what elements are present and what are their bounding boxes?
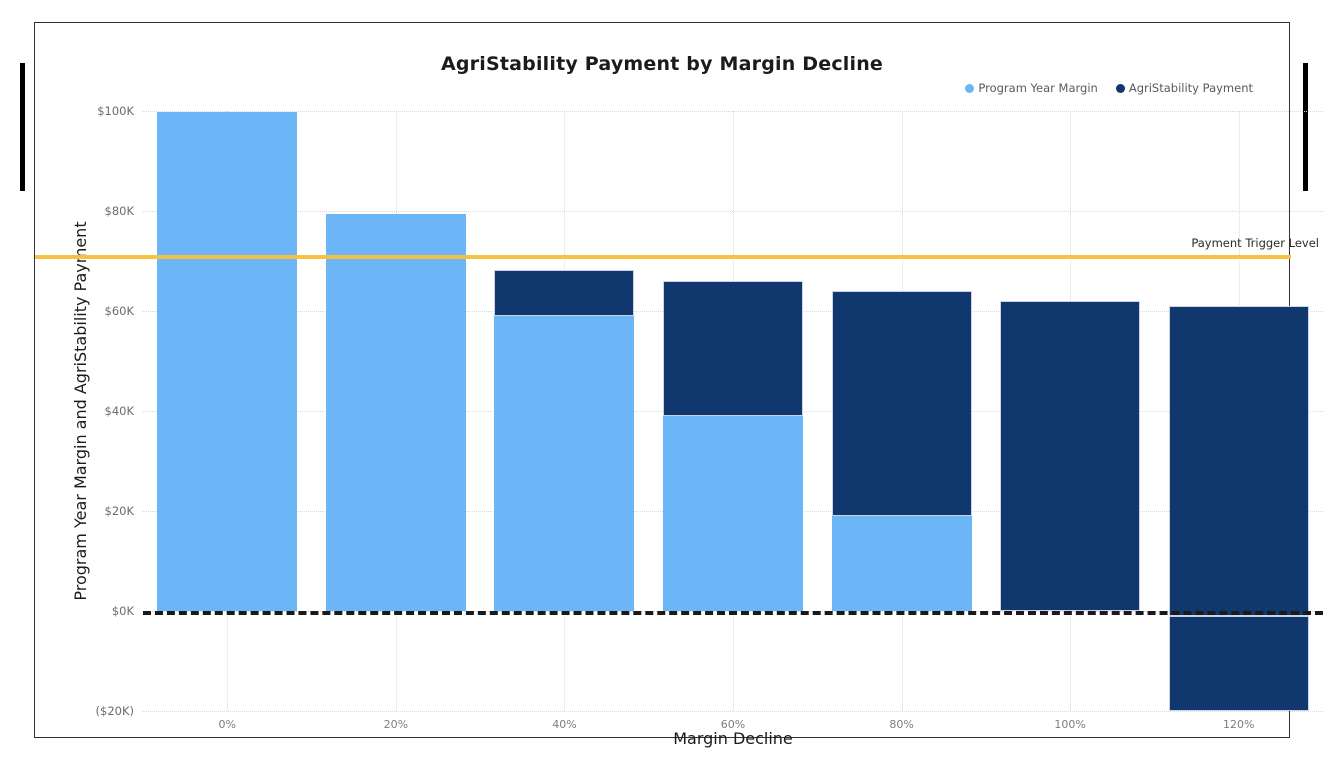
x-axis-tick-label: 20% — [383, 718, 409, 731]
y-axis-tick-label: $100K — [97, 104, 134, 118]
x-axis-tick-label: 100% — [1054, 718, 1086, 731]
y-axis-tick-label: $60K — [104, 304, 135, 318]
legend-item-program-year-margin[interactable]: Program Year Margin — [965, 81, 1098, 95]
legend-label-margin: Program Year Margin — [978, 81, 1098, 95]
y-axis-tick-label: $80K — [104, 204, 135, 218]
legend-swatch-margin — [965, 83, 975, 93]
bar-segment-program-year-margin[interactable] — [494, 316, 635, 611]
bar-segment-agristability-payment[interactable] — [831, 291, 972, 516]
legend-label-payment: AgriStability Payment — [1128, 81, 1253, 95]
x-axis-label: Margin Decline — [673, 729, 793, 748]
bar-segment-program-year-margin[interactable] — [663, 416, 803, 611]
chart-frame: AgriStability Payment by Margin Decline … — [34, 22, 1323, 748]
right-edge-marker — [1303, 63, 1308, 191]
bar-segment-agristability-payment-negative[interactable] — [1168, 616, 1309, 711]
chart-legend: Program Year Margin AgriStability Paymen… — [965, 81, 1253, 95]
bar-segment-agristability-payment[interactable] — [663, 281, 803, 416]
bar-segment-program-year-margin[interactable] — [325, 214, 466, 611]
x-axis-tick-label: 40% — [552, 718, 577, 731]
payment-trigger-label: Payment Trigger Level — [1191, 236, 1319, 250]
bar-segment-program-year-margin[interactable] — [157, 112, 298, 611]
x-axis-tick-label: 120% — [1222, 718, 1255, 731]
y-axis-tick-label: ($20K) — [95, 704, 134, 718]
bar-segment-program-year-margin[interactable] — [831, 516, 972, 611]
bar-segment-agristability-payment[interactable] — [1000, 301, 1141, 611]
y-axis-tick-label: $40K — [104, 404, 135, 418]
x-axis-tick-label: 0% — [218, 718, 237, 731]
x-axis-tick-label: 60% — [720, 718, 746, 731]
bar-segment-agristability-payment[interactable] — [494, 270, 635, 316]
legend-swatch-payment — [1115, 83, 1125, 93]
zero-baseline — [143, 611, 1323, 615]
legend-item-agristability-payment[interactable]: AgriStability Payment — [1115, 81, 1253, 95]
x-axis-tick-label: 80% — [889, 718, 914, 731]
gridline-horizontal — [143, 711, 1323, 712]
payment-trigger-line — [35, 255, 1291, 259]
y-axis-tick-label: $0K — [111, 604, 134, 618]
left-edge-marker — [20, 63, 25, 191]
y-axis-tick-label: $20K — [104, 504, 135, 518]
page-title: AgriStability Payment by Margin Decline — [440, 53, 884, 75]
plot-area: $100K $80K $60K $40K $20K $0K ($20K) 0% 20% 40% 60… — [35, 104, 1323, 731]
bar-segment-agristability-payment[interactable] — [1168, 306, 1309, 616]
